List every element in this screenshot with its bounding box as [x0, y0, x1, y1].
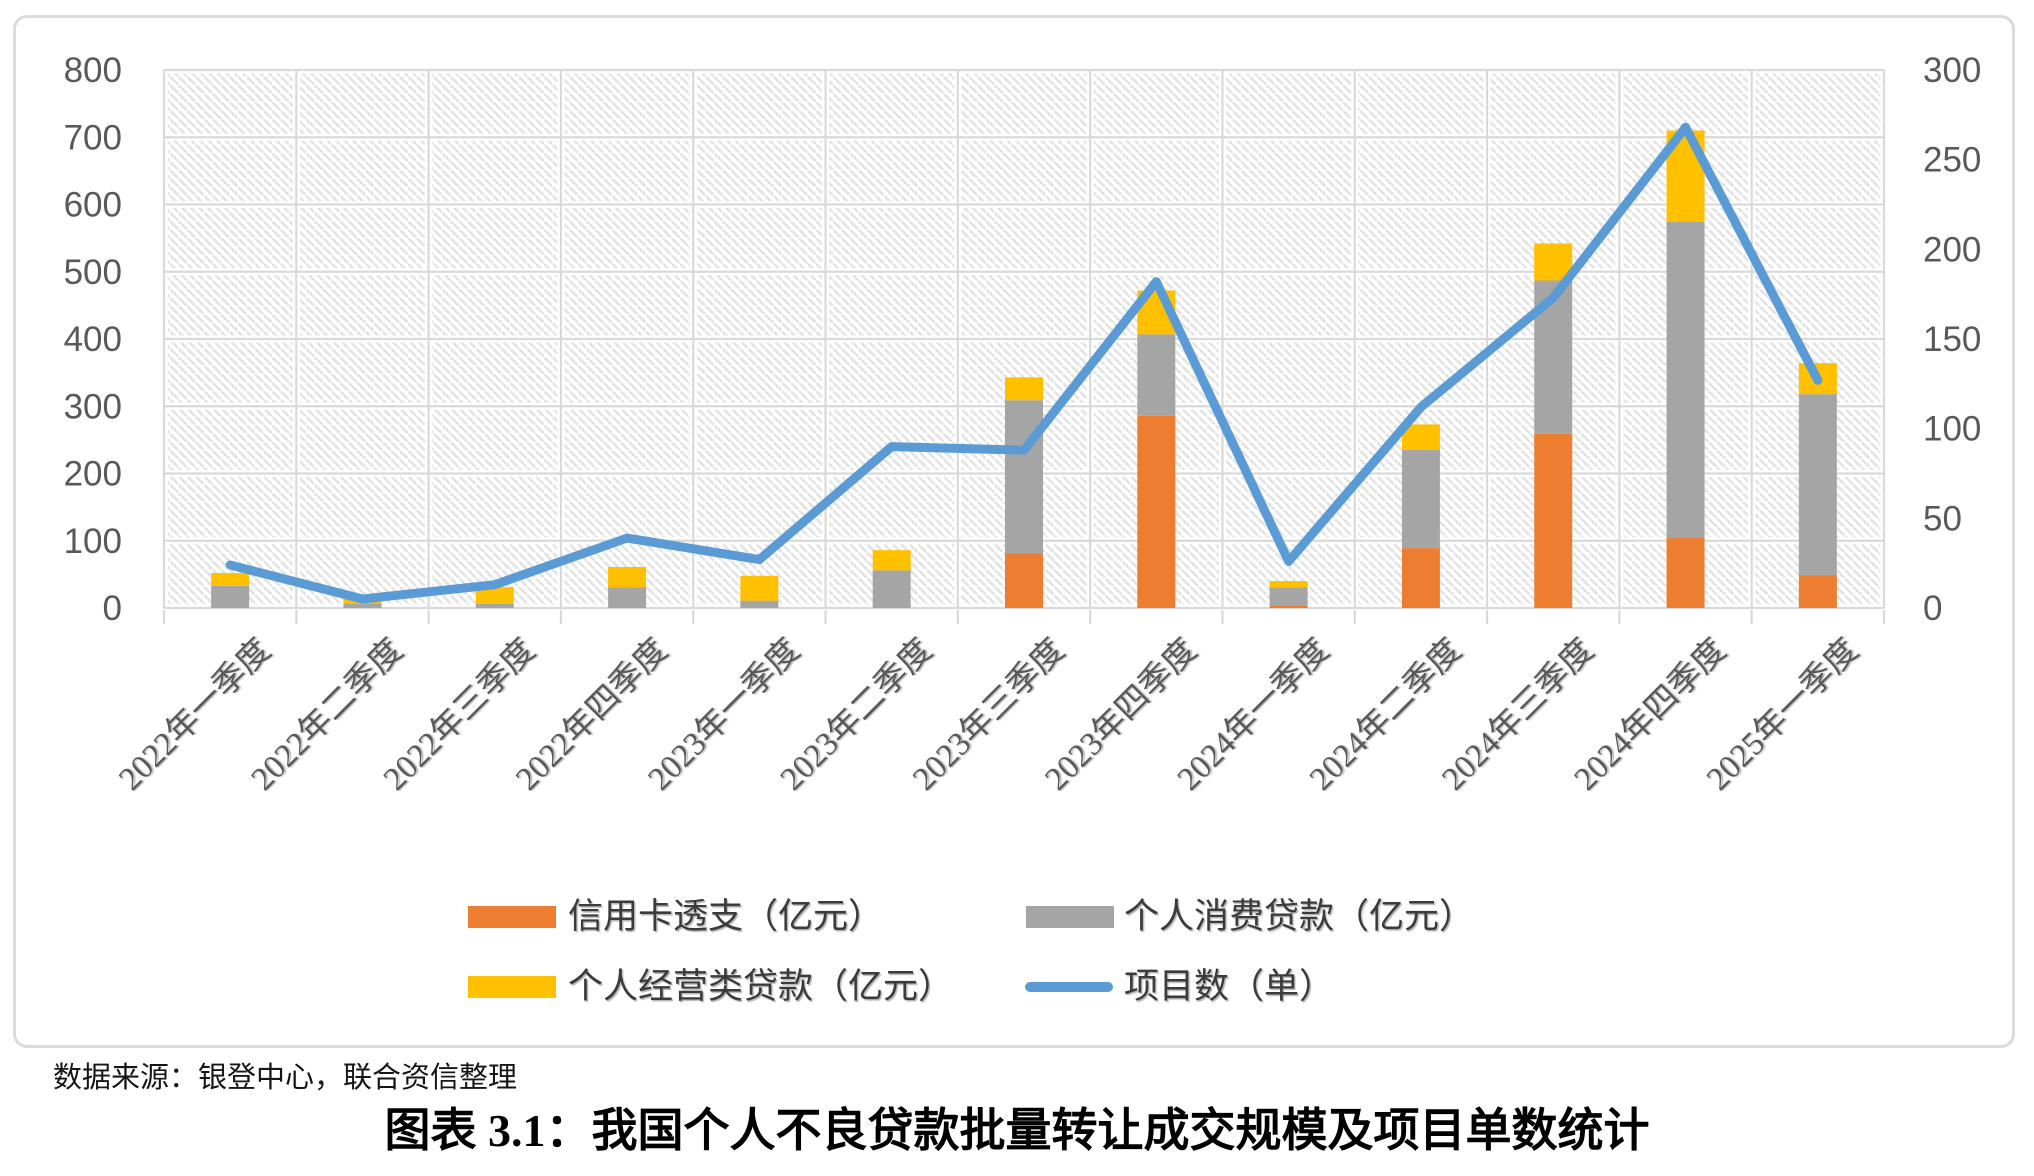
bar-segment — [740, 600, 779, 608]
bar-segment — [1666, 538, 1705, 608]
bar-segment — [1137, 415, 1176, 608]
right-axis-tick-label: 300 — [1923, 51, 1981, 90]
combo-chart-plot: 0 100 200 300 400 500 600 700 800 0 50 100 150 200 250… — [64, 51, 1982, 798]
right-axis-tick-label: 100 — [1923, 410, 1981, 449]
bar-segment — [1401, 548, 1440, 608]
right-axis-tick-label: 150 — [1923, 320, 1981, 359]
bar-segment — [740, 575, 779, 601]
chart-title: 图表 3.1：我国个人不良贷款批量转让成交规模及项目单数统计 — [384, 1105, 1650, 1156]
legend-label-business-loan: 个人经营类贷款（亿元） — [568, 967, 954, 1006]
legend-label-credit-card: 信用卡透支（亿元） — [568, 897, 884, 936]
bar-segment — [1005, 400, 1043, 554]
legend-label-project-count: 项目数（单） — [1124, 967, 1335, 1006]
right-axis-tick-label: 50 — [1923, 499, 1962, 538]
bar-segment — [872, 550, 911, 571]
legend-label-consumer-loan: 个人消费贷款（亿元） — [1124, 897, 1475, 936]
bar-segment — [211, 573, 250, 586]
left-axis-tick-label: 200 — [64, 455, 122, 494]
bar-segment — [1269, 581, 1308, 588]
legend-swatch-project-count-line — [1025, 982, 1113, 992]
bar-segment — [1005, 553, 1043, 608]
bar-segment — [1005, 377, 1043, 401]
bar-segment — [211, 585, 250, 608]
bar-segment — [343, 603, 382, 608]
left-axis-tick-label: 400 — [64, 320, 122, 359]
bar-segment — [1666, 221, 1705, 539]
bar-segment — [475, 587, 514, 604]
line-series-project-count — [225, 122, 1823, 604]
bar-segment — [1798, 575, 1837, 608]
legend-swatch-credit-card — [468, 906, 556, 928]
bar-segment — [1401, 449, 1440, 549]
left-axis-tick-label: 100 — [64, 522, 122, 561]
legend-swatch-consumer-loan — [1026, 906, 1114, 928]
right-axis-tick-label: 0 — [1923, 589, 1942, 628]
bar-segment — [608, 587, 647, 608]
bar-segment — [475, 603, 514, 608]
bar-segment — [1534, 433, 1573, 608]
left-axis-tick-label: 300 — [64, 387, 122, 426]
bar-segment — [1798, 394, 1837, 576]
bar-segment — [1137, 334, 1176, 416]
left-axis-tick-label: 500 — [64, 253, 122, 292]
left-axis-tick-label: 700 — [64, 118, 122, 157]
data-source-note: 数据来源：银登中心，联合资信整理 — [53, 1062, 518, 1094]
bar-segment — [1269, 605, 1308, 608]
bar-segment — [1269, 587, 1308, 606]
bar-segment — [608, 566, 647, 588]
left-axis-tick-label: 0 — [103, 589, 122, 628]
left-axis-tick-label: 600 — [64, 186, 122, 225]
right-axis-tick-label: 200 — [1923, 230, 1981, 269]
chart-frame — [13, 15, 2015, 1048]
right-axis-tick-label: 250 — [1923, 141, 1981, 180]
left-axis-tick-label: 800 — [64, 51, 122, 90]
bar-segment — [872, 570, 911, 608]
legend-swatch-business-loan — [468, 976, 556, 998]
